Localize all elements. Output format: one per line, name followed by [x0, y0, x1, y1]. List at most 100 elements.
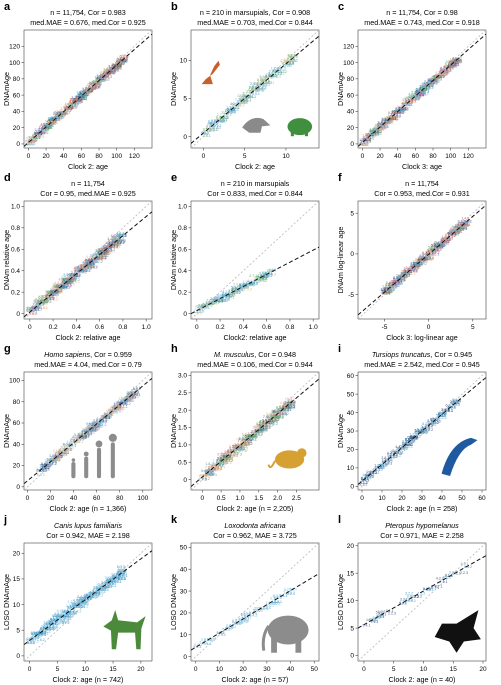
data-point: 7.9.1: [59, 112, 67, 116]
data-point: 3.9.2: [71, 271, 79, 275]
data-point: 7.9.3: [79, 602, 87, 606]
data-point: 3.8.1: [84, 429, 92, 433]
data-point: 9.6.3: [378, 121, 386, 125]
data-point: 6.6.1: [372, 468, 380, 472]
data-point: 6.2.1: [232, 287, 240, 291]
data-point: 7.7.1: [394, 452, 402, 456]
x-tick-label: 50: [311, 666, 319, 673]
data-point: 1.7.3: [252, 279, 260, 283]
data-point: 3.2.1: [124, 398, 132, 402]
data-point: 4.6.2: [418, 258, 426, 262]
data-point: 3.4.3: [108, 580, 116, 584]
data-point: 3.2.1: [409, 437, 417, 441]
data-point: 5.3.2: [373, 126, 381, 130]
data-point: 9.9.3: [92, 83, 100, 87]
data-point: 7.4.2: [367, 133, 375, 137]
data-point: 9.4.3: [404, 103, 412, 107]
data-point: 6.7.1: [273, 410, 281, 414]
data-point: 9.6.2: [104, 244, 112, 248]
data-point: 7.6.1: [83, 262, 91, 266]
data-point: 1.3.1: [86, 88, 94, 92]
y-tick-label: 60: [347, 373, 355, 380]
data-point: 6.4.2: [268, 268, 276, 272]
data-point: 8.4.2: [77, 436, 85, 440]
data-point: 1.5.3: [210, 297, 218, 301]
data-point: 1.5.1: [431, 248, 439, 252]
data-point: 7.2.3: [214, 465, 222, 469]
data-point: 6.4.3: [104, 412, 112, 416]
data-point: 4.1.3: [211, 127, 219, 131]
data-point: 6.7.1: [431, 586, 439, 590]
data-point: 5.7.2: [43, 465, 51, 469]
data-point: 3.8.2: [54, 453, 62, 457]
data-point: 5.8.3: [369, 129, 377, 133]
y-tick-label: 30: [180, 588, 188, 595]
data-point: 6.7.1: [456, 225, 464, 229]
data-point: 7.1.3: [450, 230, 458, 234]
data-point: 6.4.2: [94, 425, 102, 429]
data-point: 4.4.1: [360, 141, 368, 145]
data-point: 7.7.2: [255, 429, 263, 433]
data-point: 6.9.2: [399, 601, 407, 605]
data-point: 8.4.2: [76, 604, 84, 608]
data-point: 5.4.2: [416, 92, 424, 96]
data-point: 1.3.3: [97, 76, 105, 80]
data-point: 7.4.3: [243, 99, 251, 103]
data-point: 1.9.1: [277, 72, 285, 76]
data-point: 2.2.3: [232, 450, 240, 454]
data-point: 3.6.3: [52, 118, 60, 122]
data-point: 6.1.3: [363, 135, 371, 139]
data-point: 9.8.2: [249, 85, 257, 89]
data-point: 2.4.1: [64, 443, 72, 447]
data-point: 5.4.1: [413, 95, 421, 99]
data-point: 1.3.1: [388, 115, 396, 119]
data-point: 2.4.1: [436, 245, 444, 249]
data-point: 9.6.3: [448, 231, 456, 235]
data-point: 1.7.3: [92, 591, 100, 595]
data-point: 2.2.1: [207, 469, 215, 473]
data-point: 1.9.3: [39, 300, 47, 304]
data-point: 2.9.1: [462, 223, 470, 227]
data-point: 8.8.1: [393, 276, 401, 280]
data-point: 7.9.3: [270, 414, 278, 418]
data-point: 8.7.2: [58, 616, 66, 620]
data-point: 7.2.3: [230, 290, 238, 294]
y-tick-label: 40: [347, 109, 355, 116]
data-point: 2.8.2: [367, 470, 375, 474]
data-point: 8.3.2: [271, 415, 279, 419]
data-point: 4.1.1: [71, 103, 79, 107]
data-point: 2.9.1: [39, 125, 47, 129]
data-point: 1.3.2: [64, 448, 72, 452]
data-point: 7.1.3: [79, 599, 87, 603]
data-point: 1.9.3: [47, 291, 55, 295]
data-point: 8.7.2: [42, 298, 50, 302]
data-point: 2.9.3: [106, 413, 114, 417]
data-point: 1.6.2: [30, 138, 38, 142]
data-point: 1.1.3: [284, 401, 292, 405]
data-point: 4.9.2: [89, 428, 97, 432]
x-axis-label: Clock 3: log-linear age: [386, 333, 458, 342]
data-point: 3.7.1: [262, 425, 270, 429]
data-point: 9.6.3: [112, 64, 120, 68]
data-point: 9.5.3: [29, 308, 37, 312]
data-point: 5.1.1: [410, 437, 418, 441]
data-point: 3.9.1: [133, 393, 141, 397]
data-point: 4.2.1: [77, 270, 85, 274]
panel-title-line1: n = 11,754, Cor = 0.983: [50, 8, 125, 17]
regression-line: [24, 377, 152, 485]
data-point: 4.3.3: [195, 305, 203, 309]
data-point: 8.5.3: [260, 428, 268, 432]
data-point: 4.8.3: [452, 402, 460, 406]
data-point: 3.8.1: [266, 412, 274, 416]
data-point: 9.5.3: [85, 259, 93, 263]
data-point: 8.7.2: [281, 408, 289, 412]
data-point: 4.3.1: [75, 100, 83, 104]
data-point: 2.9.1: [428, 421, 436, 425]
data-point: 2.7.2: [45, 124, 53, 128]
data-point: 2.7.2: [63, 611, 71, 615]
data-point: 7.3.2: [84, 260, 92, 264]
data-point: 2.1.1: [223, 295, 231, 299]
data-point: 4.9.1: [42, 627, 50, 631]
data-point: 9.2.3: [211, 467, 219, 471]
data-point: 5.3.1: [387, 117, 395, 121]
